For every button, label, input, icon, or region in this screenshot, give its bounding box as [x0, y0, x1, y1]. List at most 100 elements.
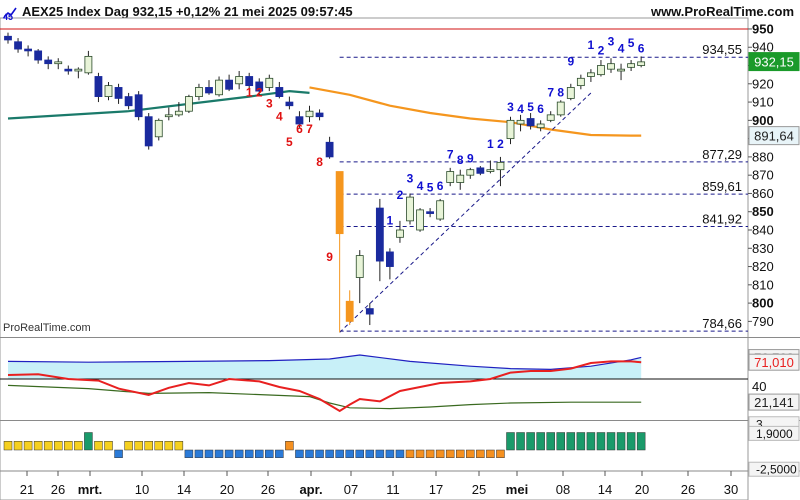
- histogram-tick-box: [748, 425, 800, 441]
- plot-frame: [0, 17, 749, 500]
- candle: [104, 85, 113, 97]
- count-label: 5: [628, 36, 635, 50]
- histogram-bar: [315, 449, 324, 458]
- histogram-bar: [536, 432, 545, 451]
- candle: [576, 77, 585, 87]
- count-label: 2: [598, 44, 605, 58]
- histogram-bar: [94, 441, 103, 451]
- level-label: 859,61: [702, 179, 742, 194]
- y-tick-label: 810: [752, 277, 774, 292]
- candle: [164, 114, 173, 118]
- histogram-bar: [64, 441, 73, 451]
- x-tick-label: 26: [681, 482, 695, 497]
- histogram-bar: [415, 449, 425, 458]
- candle: [335, 171, 344, 235]
- histogram-bar: [84, 432, 93, 451]
- histogram-bar: [345, 449, 354, 458]
- histogram-bar: [576, 432, 586, 451]
- y-tick-label: 880: [752, 149, 774, 164]
- x-tick-label: 11: [386, 482, 400, 497]
- count-label: 45: [3, 12, 13, 22]
- chart-icon: [3, 5, 17, 18]
- histogram-bar: [365, 449, 375, 458]
- count-label: 3: [608, 34, 615, 48]
- y-tick-label: 790: [752, 314, 774, 329]
- histogram-bar: [425, 449, 435, 458]
- y-tick-label: 870: [752, 168, 774, 183]
- histogram-bar: [234, 449, 244, 458]
- candle: [305, 110, 314, 118]
- histogram-bar: [606, 432, 616, 451]
- x-tick-label: 10: [135, 482, 149, 497]
- price-badge-label: 891,64: [754, 129, 794, 144]
- candle: [134, 94, 143, 118]
- candle: [536, 123, 545, 129]
- candle: [456, 174, 465, 183]
- histogram-bar: [134, 441, 143, 451]
- y-tick-label: 950: [752, 21, 774, 36]
- histogram-bar: [385, 449, 395, 458]
- candle: [587, 72, 595, 77]
- x-tick-label: 21: [20, 482, 34, 497]
- candle: [617, 68, 625, 72]
- oscillator-upper-line: [7, 354, 642, 371]
- y-tick-label: 850: [752, 204, 774, 219]
- histogram-tick-label: -2,5000: [756, 463, 797, 477]
- histogram-bar: [154, 441, 163, 451]
- histogram-bar: [74, 441, 83, 451]
- candle: [315, 112, 324, 118]
- candle: [637, 61, 646, 66]
- candle: [154, 119, 163, 138]
- count-label: 5: [527, 100, 534, 114]
- ma-long-line: [309, 86, 642, 137]
- count-label: 8: [557, 86, 564, 100]
- count-label: 7: [547, 86, 554, 100]
- candle: [556, 101, 565, 116]
- y-tick-label: 940: [752, 40, 774, 55]
- y-tick-label: 900: [752, 113, 774, 128]
- candle: [64, 68, 73, 72]
- candle: [365, 308, 374, 315]
- watermark: ProRealTime.com: [3, 322, 91, 334]
- candle: [54, 61, 63, 65]
- candle: [476, 167, 485, 174]
- candle: [14, 41, 22, 50]
- candle: [406, 196, 414, 222]
- histogram-bar: [295, 449, 304, 458]
- y-tick-label: 910: [752, 95, 774, 110]
- x-tick-label: 20: [635, 482, 649, 497]
- price-badge: [748, 52, 800, 72]
- candle: [184, 96, 193, 112]
- histogram-bar: [33, 441, 43, 451]
- histogram-bar: [23, 441, 33, 451]
- oscillator-lower-line: [7, 384, 642, 410]
- x-tick-label: mei: [506, 482, 528, 497]
- candle: [436, 200, 445, 220]
- candle: [74, 68, 83, 72]
- candle: [375, 207, 384, 262]
- count-label: 9: [467, 151, 474, 165]
- site-link[interactable]: www.ProRealTime.com: [650, 4, 794, 19]
- histogram-bar: [244, 449, 254, 458]
- count-label: 5: [427, 181, 434, 195]
- candle: [385, 251, 394, 267]
- candle: [124, 96, 133, 107]
- price-badge-label: 932,15: [754, 55, 794, 70]
- histogram-bar: [456, 449, 465, 458]
- candle: [24, 48, 33, 52]
- histogram-tick-box: [748, 461, 800, 477]
- candle: [355, 255, 364, 278]
- candle: [174, 110, 183, 116]
- count-label: 8: [457, 153, 464, 167]
- candle: [84, 55, 93, 74]
- histogram-bar: [516, 432, 525, 451]
- candle: [265, 77, 274, 88]
- count-label: 6: [537, 102, 544, 116]
- histogram-bar: [214, 449, 224, 458]
- histogram-bar: [626, 432, 636, 451]
- count-label: 6: [638, 42, 645, 56]
- y-tick-label: 820: [752, 259, 774, 274]
- candle: [114, 87, 123, 99]
- count-label: 6: [437, 179, 444, 193]
